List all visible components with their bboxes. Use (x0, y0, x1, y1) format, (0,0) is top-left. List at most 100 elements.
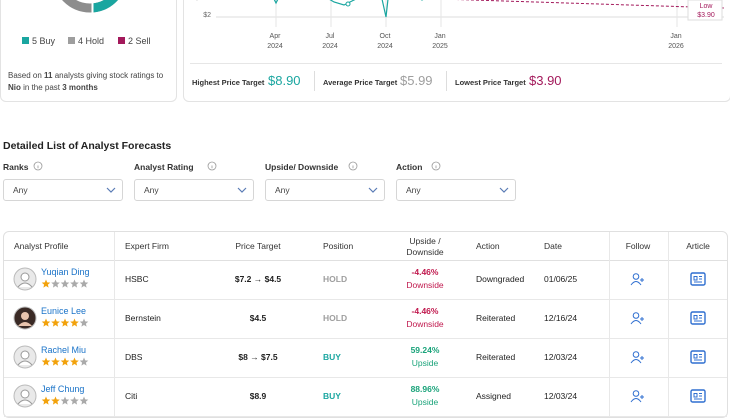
note-part: 3 months (62, 83, 98, 92)
star (41, 396, 51, 405)
column-header: Article (686, 241, 710, 251)
chevron-line (106, 187, 116, 193)
filter-dropdown[interactable]: Any (265, 179, 385, 201)
chevron-line (499, 187, 509, 193)
avatar (13, 345, 37, 369)
follow-button[interactable] (630, 311, 646, 325)
target-divider (446, 71, 447, 91)
legend-swatch (118, 37, 125, 44)
article-lines (693, 393, 702, 400)
section-title: Detailed List of Analyst Forecasts (3, 140, 172, 152)
analyst-name[interactable]: Rachel Miu (41, 345, 87, 355)
analyst-name[interactable]: Yuqian Ding (41, 267, 90, 277)
chevron-line (368, 187, 378, 193)
info-circle (348, 161, 358, 171)
forecast-table: Analyst Profile Expert Firm Price Target Po… (3, 231, 728, 418)
column-header: Position (323, 241, 354, 251)
target-label: Lowest Price Target (455, 78, 526, 87)
avatar (13, 267, 37, 291)
date: 12/03/24 (544, 352, 578, 362)
filter-dropdown[interactable]: Any (396, 179, 516, 201)
star (79, 396, 89, 405)
change-percent: -4.46% (411, 267, 439, 277)
legend-label: 4 Hold (78, 36, 105, 46)
follow-plus (640, 317, 644, 321)
position: BUY (323, 352, 341, 362)
chevron (237, 187, 247, 193)
position: HOLD (323, 274, 348, 284)
filter-dropdown[interactable]: Any (134, 179, 254, 201)
column-header: Expert Firm (125, 241, 169, 251)
date: 12/03/24 (544, 391, 578, 401)
avatar (13, 384, 37, 408)
x-axis-label: Jul (325, 33, 335, 40)
analyst-name[interactable]: Jeff Chung (41, 384, 85, 394)
star (70, 318, 79, 327)
column-header: Analyst Profile (14, 241, 69, 251)
filter-dropdown[interactable]: Any (3, 179, 123, 201)
chevron (106, 187, 116, 193)
column-header: Upside / Downside (406, 236, 444, 257)
change-direction: Downside (406, 280, 444, 290)
article-lines (693, 315, 702, 322)
star (60, 318, 70, 327)
follow-plus (640, 356, 644, 360)
action: Reiterated (476, 313, 516, 323)
low-label: Low $3.90 (689, 2, 723, 20)
date: 01/06/25 (544, 274, 578, 284)
follow-button[interactable] (630, 272, 646, 286)
expert-firm: Citi (125, 391, 138, 401)
article-frame (690, 311, 706, 325)
column-header: Price Target (235, 241, 281, 251)
action: Reiterated (476, 352, 516, 362)
note-part: analysts giving stock ratings to (52, 71, 164, 80)
target-label: Average Price Target (323, 78, 398, 87)
article-button[interactable] (690, 350, 706, 364)
column-divider (668, 232, 669, 417)
note-part: 11 (44, 71, 53, 80)
header-row (4, 232, 727, 261)
filter-label: Action (396, 162, 423, 172)
follow-head (632, 351, 640, 358)
low-title: Low (699, 3, 713, 10)
separator (190, 63, 722, 64)
price-card (183, 0, 730, 102)
article-frame (690, 389, 706, 403)
filter-label: Ranks (3, 162, 29, 172)
target-divider (314, 71, 315, 91)
star-rating (41, 279, 89, 288)
follow-plus (640, 278, 644, 282)
filter-label: Upside/ Downside (265, 162, 339, 172)
target-value: $5.99 (400, 73, 433, 88)
x-axis-label: 2024 (377, 43, 393, 50)
price-target: $7.2 → $4.5 (234, 274, 282, 284)
avatar-head (21, 312, 29, 320)
expert-firm: Bernstein (125, 313, 161, 323)
article-button[interactable] (690, 389, 706, 403)
star (41, 318, 51, 327)
star (70, 357, 79, 366)
star-rating (41, 357, 89, 366)
change-percent: 59.24% (410, 345, 440, 355)
target-value: $8.90 (268, 73, 301, 88)
analyst-name[interactable]: Eunice Lee (41, 306, 87, 316)
change-direction: Upside (411, 358, 439, 368)
legend-label: 5 Buy (32, 36, 56, 46)
article-button[interactable] (690, 272, 706, 286)
star (70, 279, 79, 288)
legend-label: 2 Sell (128, 36, 151, 46)
avatar (13, 306, 37, 330)
follow-body (630, 398, 642, 403)
target-value: $3.90 (529, 73, 562, 88)
article-frame (690, 350, 706, 364)
follow-body (630, 281, 642, 286)
column-header: Follow (625, 241, 651, 251)
x-axis-label: Jan (434, 33, 446, 40)
follow-button[interactable] (630, 389, 646, 403)
info-circle (207, 161, 217, 171)
info-icon (431, 161, 441, 171)
article-button[interactable] (690, 311, 706, 325)
follow-button[interactable] (630, 350, 646, 364)
legend-swatch (22, 37, 29, 44)
star (51, 318, 60, 327)
